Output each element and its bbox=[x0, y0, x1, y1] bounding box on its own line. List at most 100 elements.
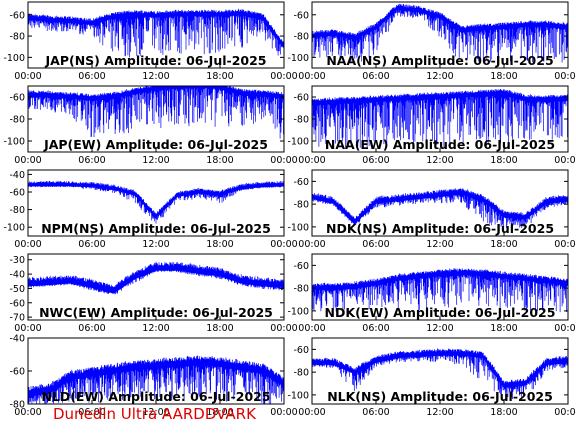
x-tick-label: 12:00 bbox=[426, 239, 453, 250]
chart-title: NAA(EW) Amplitude: 06-Jul-2025 bbox=[325, 137, 555, 152]
x-tick-label: 06:00 bbox=[362, 407, 389, 418]
x-tick-label: 00:00 bbox=[554, 407, 576, 418]
x-tick-label: 06:00 bbox=[78, 155, 105, 166]
y-tick-label: -100 bbox=[287, 390, 309, 401]
x-tick-label: 00:00 bbox=[554, 323, 576, 334]
chart-title: NDK(NS) Amplitude: 06-Jul-2025 bbox=[326, 221, 554, 236]
y-tick-label: -100 bbox=[3, 137, 25, 148]
x-tick-label: 06:00 bbox=[78, 407, 105, 418]
amplitude-trace bbox=[312, 89, 568, 148]
x-tick-label: 06:00 bbox=[362, 323, 389, 334]
chart-panel-3: -60 -80 -100 00:00 06:00 12:00 18:00 00:00JAP(E… bbox=[3, 85, 298, 166]
y-tick-label: -40 bbox=[9, 334, 25, 345]
x-tick-label: 00:00 bbox=[14, 407, 41, 418]
x-tick-label: 00:00 bbox=[14, 71, 41, 82]
x-tick-label: 06:00 bbox=[362, 155, 389, 166]
chart-title: NPM(NS) Amplitude: 06-Jul-2025 bbox=[41, 221, 271, 236]
y-tick-label: -100 bbox=[287, 53, 309, 64]
y-tick-label: -60 bbox=[293, 261, 309, 272]
x-tick-label: 12:00 bbox=[142, 407, 169, 418]
x-tick-label: 00:00 bbox=[554, 239, 576, 250]
amplitude-mean-line bbox=[312, 353, 568, 387]
amplitude-trace bbox=[312, 348, 568, 399]
y-tick-label: -80 bbox=[9, 205, 25, 216]
x-tick-label: 00:00 bbox=[298, 323, 325, 334]
amplitude-trace bbox=[28, 8, 284, 58]
y-tick-label: -60 bbox=[293, 177, 309, 188]
x-tick-label: 06:00 bbox=[78, 239, 105, 250]
y-tick-label: -100 bbox=[287, 137, 309, 148]
footer-credit: Dunedin Ultra AARDDVARK bbox=[53, 405, 256, 423]
y-tick-label: -80 bbox=[293, 368, 309, 379]
x-tick-label: 12:00 bbox=[142, 71, 169, 82]
x-tick-label: 00:00 bbox=[554, 155, 576, 166]
y-tick-label: -100 bbox=[3, 53, 25, 64]
x-tick-label: 00:00 bbox=[554, 71, 576, 82]
x-tick-label: 00:00 bbox=[270, 407, 297, 418]
y-tick-label: -60 bbox=[9, 188, 25, 199]
x-tick-label: 18:00 bbox=[490, 239, 517, 250]
x-tick-label: 12:00 bbox=[426, 155, 453, 166]
y-tick-label: -30 bbox=[9, 255, 25, 266]
chart-title: NLK(NS) Amplitude: 06-Jul-2025 bbox=[327, 389, 553, 404]
x-tick-label: 18:00 bbox=[206, 407, 233, 418]
y-tick-label: -80 bbox=[293, 200, 309, 211]
x-tick-label: 00:00 bbox=[270, 71, 297, 82]
y-tick-label: -60 bbox=[293, 10, 309, 21]
x-tick-label: 18:00 bbox=[206, 323, 233, 334]
amplitude-trace bbox=[28, 261, 284, 295]
amplitude-mean-line bbox=[28, 86, 284, 100]
y-tick-label: -80 bbox=[9, 400, 25, 411]
y-tick-label: -80 bbox=[9, 115, 25, 126]
x-tick-label: 18:00 bbox=[490, 407, 517, 418]
x-tick-label: 06:00 bbox=[78, 71, 105, 82]
x-tick-label: 18:00 bbox=[490, 155, 517, 166]
y-tick-label: -80 bbox=[293, 115, 309, 126]
y-tick-label: -40 bbox=[9, 270, 25, 281]
x-tick-label: 12:00 bbox=[426, 407, 453, 418]
y-tick-label: -60 bbox=[9, 93, 25, 104]
chart-title: NAA(NS) Amplitude: 06-Jul-2025 bbox=[326, 53, 553, 68]
amplitude-mean-line bbox=[312, 7, 568, 39]
x-tick-label: 00:00 bbox=[270, 323, 297, 334]
x-tick-label: 00:00 bbox=[298, 407, 325, 418]
x-tick-label: 18:00 bbox=[490, 323, 517, 334]
x-tick-label: 18:00 bbox=[206, 239, 233, 250]
chart-panel-4: -60-80-10000:0006:0012:0018:0000:00NAA(E… bbox=[287, 85, 576, 166]
amplitude-mean-line bbox=[312, 272, 568, 289]
y-tick-label: -60 bbox=[293, 345, 309, 356]
amplitude-trace bbox=[312, 188, 568, 229]
y-tick-label: -60 bbox=[9, 10, 25, 21]
x-tick-label: 12:00 bbox=[142, 239, 169, 250]
x-tick-label: 06:00 bbox=[78, 323, 105, 334]
chart-panel-8: -60-80-10000:0006:0012:0018:0000:00NDK(E… bbox=[287, 253, 576, 334]
amplitude-trace bbox=[312, 268, 568, 313]
amplitude-trace bbox=[28, 355, 284, 404]
amplitude-trace bbox=[312, 3, 568, 63]
amplitude-mean-line bbox=[312, 192, 568, 224]
chart-title: NDK(EW) Amplitude: 06-Jul-2025 bbox=[325, 305, 556, 320]
x-tick-label: 00:00 bbox=[270, 155, 297, 166]
x-tick-label: 12:00 bbox=[142, 155, 169, 166]
chart-panel-10: -60 -80 -100 00:00 06:00 12:00 18:00 00:00NLK(N… bbox=[287, 337, 576, 418]
y-tick-label: -100 bbox=[3, 223, 25, 234]
x-tick-label: 06:00 bbox=[362, 239, 389, 250]
x-tick-label: 00:00 bbox=[270, 239, 297, 250]
y-tick-label: -60 bbox=[9, 298, 25, 309]
y-tick-label: -60 bbox=[9, 367, 25, 378]
y-tick-label: -80 bbox=[293, 32, 309, 43]
y-tick-label: -80 bbox=[9, 32, 25, 43]
y-tick-label: -40 bbox=[9, 170, 25, 181]
amplitude-mean-line bbox=[28, 362, 284, 395]
x-tick-label: 18:00 bbox=[206, 155, 233, 166]
amplitude-trace bbox=[28, 86, 284, 139]
chart-title: NWC(EW) Amplitude: 06-Jul-2025 bbox=[39, 305, 273, 320]
y-tick-label: -50 bbox=[9, 284, 25, 295]
x-tick-label: 00:00 bbox=[298, 71, 325, 82]
